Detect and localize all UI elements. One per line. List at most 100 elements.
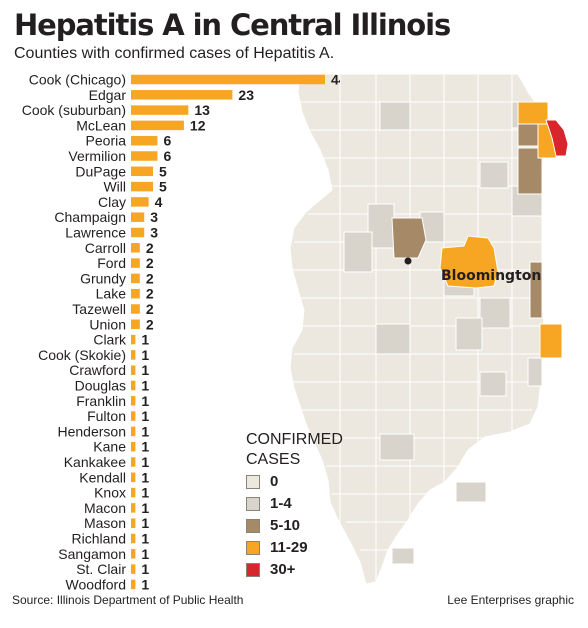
- value-label: 1: [141, 439, 149, 455]
- category-label: Richland: [72, 531, 126, 547]
- county-shading: [343, 101, 569, 565]
- legend-item: 5-10: [246, 515, 356, 536]
- category-label: Kendall: [79, 469, 126, 485]
- bar: [131, 487, 136, 498]
- bar: [131, 258, 140, 268]
- value-label: 3: [150, 225, 158, 241]
- legend-label: 1-4: [270, 495, 292, 512]
- bars-layer: Cook (Chicago)44Edgar23Cook (suburban)13…: [22, 72, 340, 591]
- legend-swatch: [246, 474, 260, 489]
- value-label: 13: [194, 102, 210, 118]
- county-shade-1-4: [479, 371, 507, 397]
- legend-item: 0: [246, 471, 356, 492]
- value-label: 1: [141, 393, 149, 409]
- bar: [131, 151, 158, 161]
- county-shade-5-10: [529, 261, 543, 319]
- value-label: 1: [141, 546, 149, 562]
- value-label: 6: [163, 133, 171, 149]
- legend-item: 30+: [246, 559, 356, 580]
- county-shade-1-4: [479, 161, 509, 189]
- category-label: St. Clair: [76, 561, 126, 577]
- legend-swatch: [246, 540, 260, 555]
- category-label: Sangamon: [58, 546, 126, 562]
- category-label: Will: [103, 179, 126, 195]
- bar: [131, 365, 136, 375]
- bar: [131, 243, 140, 253]
- category-label: Henderson: [58, 423, 127, 439]
- bar: [131, 518, 136, 528]
- value-label: 1: [141, 332, 149, 348]
- category-label: Peoria: [86, 133, 127, 149]
- category-label: Knox: [94, 485, 126, 501]
- county-shade-1-4: [455, 317, 483, 351]
- legend-swatch: [246, 518, 260, 533]
- bar: [131, 304, 140, 314]
- category-label: Kankakee: [64, 454, 126, 470]
- value-label: 1: [141, 500, 149, 516]
- bar: [131, 227, 145, 238]
- category-label: Champaign: [54, 209, 126, 225]
- bar: [131, 273, 140, 284]
- category-label: Tazewell: [72, 301, 126, 317]
- map-legend: CONFIRMED CASES 0 1-4 5-10 11-29 30+: [246, 430, 356, 580]
- value-label: 1: [141, 408, 149, 424]
- category-label: Vermilion: [68, 148, 126, 164]
- value-label: 2: [146, 255, 154, 271]
- bar: [131, 212, 145, 222]
- county-shade-11-29: [539, 323, 563, 359]
- value-label: 1: [141, 454, 149, 470]
- bar: [131, 288, 140, 299]
- value-label: 1: [141, 362, 149, 378]
- bar: [131, 197, 149, 207]
- county-shade-5-10: [517, 123, 539, 147]
- value-label: 2: [146, 240, 154, 256]
- county-shade-1-4: [379, 433, 415, 461]
- legend-swatch: [246, 496, 260, 511]
- bar: [131, 426, 136, 437]
- category-label: Union: [89, 316, 126, 332]
- value-label: 2: [146, 301, 154, 317]
- category-label: Carroll: [85, 240, 126, 256]
- county-shade-1-4: [375, 323, 411, 355]
- category-label: Clay: [98, 194, 126, 210]
- bar: [131, 457, 136, 467]
- value-label: 1: [141, 378, 149, 394]
- legend-title: CONFIRMED CASES: [246, 431, 343, 468]
- category-label: Macon: [84, 500, 126, 516]
- value-label: 5: [159, 179, 167, 195]
- legend-label: 5-10: [270, 517, 301, 534]
- category-label: Crawford: [69, 362, 126, 378]
- category-label: Franklin: [76, 393, 126, 409]
- legend-swatch: [246, 562, 260, 577]
- bar: [131, 105, 189, 115]
- bar: [131, 166, 154, 177]
- legend-item: 11-29: [246, 537, 356, 558]
- value-label: 2: [146, 316, 154, 332]
- category-label: Grundy: [80, 270, 126, 286]
- bar: [131, 181, 154, 192]
- county-shade-1-4: [479, 297, 511, 329]
- legend-label: 11-29: [270, 539, 308, 556]
- category-label: McLean: [76, 117, 126, 133]
- value-label: 1: [141, 531, 149, 547]
- category-label: Cook (suburban): [22, 102, 126, 118]
- category-label: DuPage: [75, 163, 126, 179]
- legend-label: 0: [270, 473, 279, 490]
- category-label: Clark: [93, 332, 127, 348]
- value-label: 2: [146, 270, 154, 286]
- category-label: Kane: [93, 439, 126, 455]
- city-label-bloomington: Bloomington: [441, 268, 541, 284]
- bar: [131, 549, 136, 559]
- bar: [131, 334, 136, 345]
- county-shade-1-4: [527, 357, 543, 387]
- value-label: 1: [141, 469, 149, 485]
- bar: [131, 319, 140, 330]
- category-label: Douglas: [75, 378, 126, 394]
- value-label: 4: [155, 194, 163, 210]
- bar: [131, 503, 136, 513]
- graphic-credit: Lee Enterprises graphic: [447, 593, 574, 607]
- bar: [131, 380, 136, 391]
- value-label: 12: [190, 117, 206, 133]
- legend-item: 1-4: [246, 493, 356, 514]
- county-shade-5-10: [391, 217, 427, 259]
